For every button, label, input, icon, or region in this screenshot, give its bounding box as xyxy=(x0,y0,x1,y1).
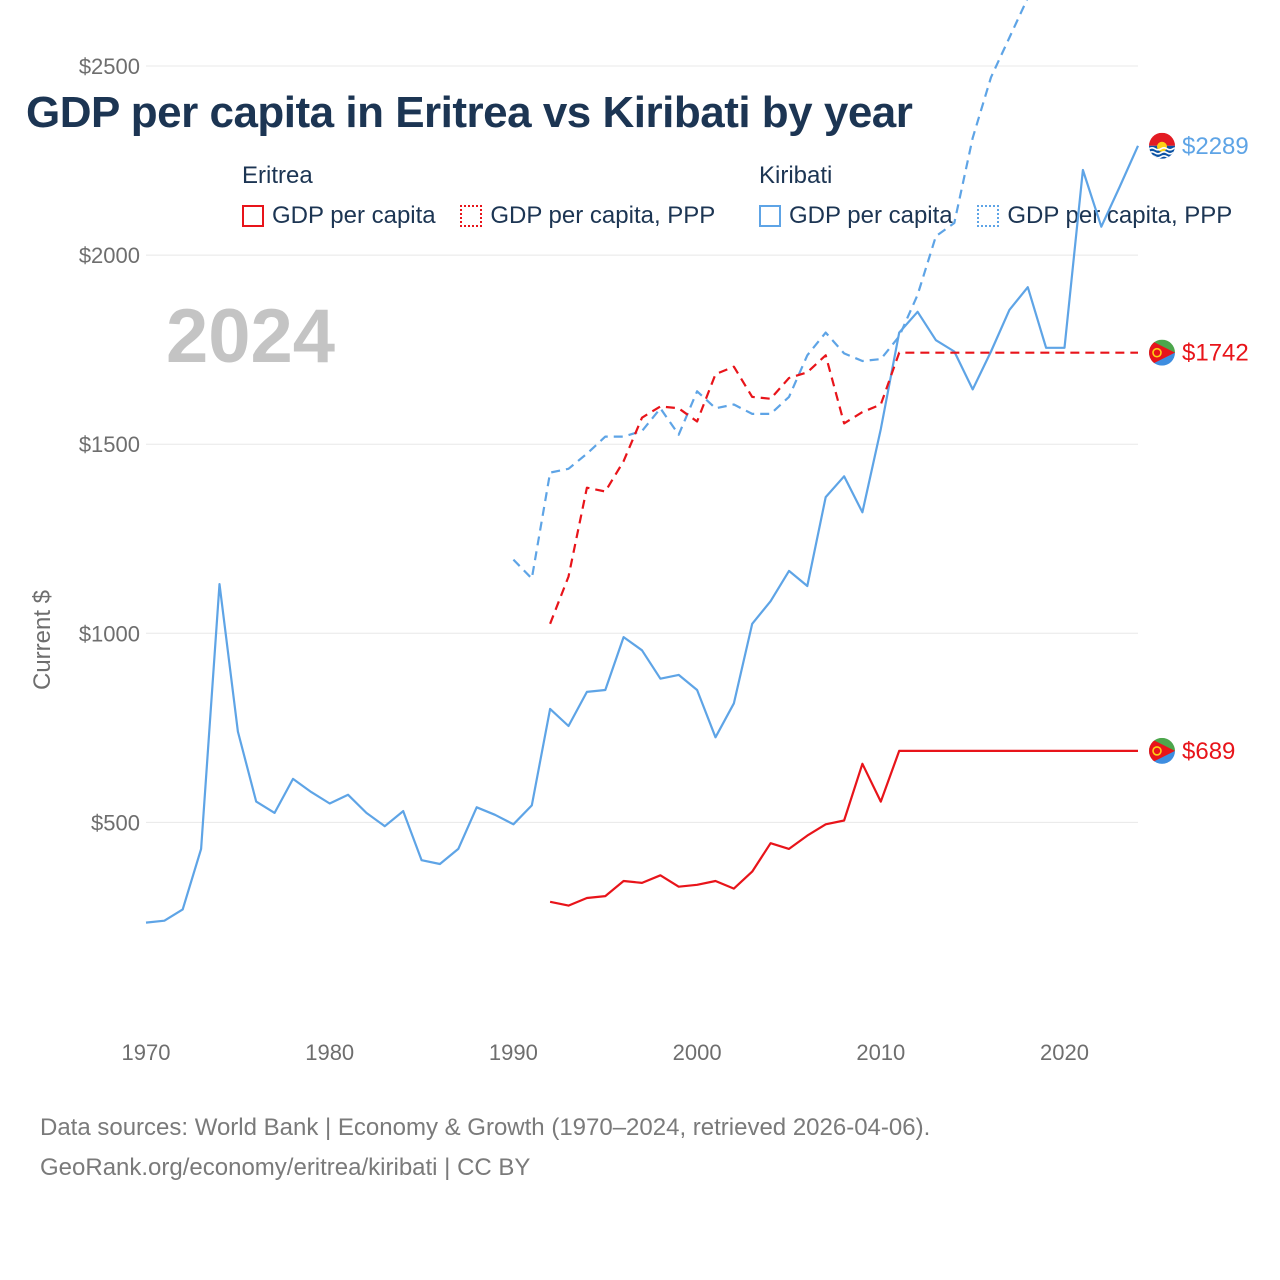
series-line-kiribati_ppp[interactable] xyxy=(512,0,1138,580)
legend-eritrea-ppp[interactable]: GDP per capita, PPP xyxy=(460,202,715,230)
x-tick-label: 2020 xyxy=(1040,1040,1089,1065)
y-tick-label: $2500 xyxy=(79,54,140,79)
legend-swatch-kiribati-gdp xyxy=(759,205,781,227)
legend-kiribati-ppp-label: GDP per capita, PPP xyxy=(1007,202,1233,229)
legend-swatch-eritrea-ppp xyxy=(460,205,483,227)
x-axis-ticks: 1970 1980 1990 2000 2010 2020 xyxy=(122,1040,1089,1065)
chart-title: GDP per capita in Eritrea vs Kiribati by… xyxy=(26,88,913,137)
legend-eritrea-name: Eritrea xyxy=(242,162,313,189)
y-axis-ticks: $500$1000$1500$2000$2500$3000$3500 xyxy=(79,54,140,835)
x-tick-label: 1990 xyxy=(489,1040,538,1065)
series-line-eritrea_ppp[interactable] xyxy=(549,351,1138,625)
legend-eritrea: Eritrea GDP per capita GDP per capita, P… xyxy=(242,162,733,234)
x-tick-label: 1970 xyxy=(122,1040,171,1065)
legend-kiribati-gdp-label: GDP per capita xyxy=(789,202,953,229)
footer-sources: Data sources: World Bank | Economy & Gro… xyxy=(40,1114,931,1141)
flag-icon-eritrea xyxy=(1149,339,1175,366)
y-tick-label: $500 xyxy=(91,810,140,835)
footer-credit: GeoRank.org/economy/eritrea/kiribati | C… xyxy=(40,1154,531,1181)
year-watermark: 2024 xyxy=(166,294,335,379)
flag-icon-kiribati xyxy=(1149,132,1175,159)
series-lines xyxy=(145,0,1140,924)
y-tick-label: $1000 xyxy=(79,621,140,646)
series-line-eritrea_gdp[interactable] xyxy=(549,749,1138,907)
y-axis-label: Current $ xyxy=(29,590,56,690)
x-tick-label: 1980 xyxy=(305,1040,354,1065)
legend-kiribati-ppp[interactable]: GDP per capita, PPP xyxy=(977,202,1232,230)
legend-eritrea-ppp-label: GDP per capita, PPP xyxy=(490,202,716,229)
end-label-kiribati_gdp: $2289 xyxy=(1182,133,1249,160)
x-tick-label: 2000 xyxy=(673,1040,722,1065)
end-label-eritrea_ppp: $1742 xyxy=(1182,340,1249,367)
legend-eritrea-gdp[interactable]: GDP per capita xyxy=(242,202,436,230)
end-labels: $3702$2289$1742$689 xyxy=(1149,132,1249,765)
legend-kiribati-name: Kiribati xyxy=(759,162,833,189)
legend-kiribati: Kiribati GDP per capita GDP per capita, … xyxy=(759,162,1232,234)
footer: Data sources: World Bank | Economy & Gro… xyxy=(40,1108,930,1188)
end-label-eritrea_gdp: $689 xyxy=(1182,738,1235,765)
flag-icon-eritrea xyxy=(1149,737,1175,764)
legend-swatch-kiribati-ppp xyxy=(977,205,1000,227)
legend-swatch-eritrea-gdp xyxy=(242,205,264,227)
x-tick-label: 2010 xyxy=(856,1040,905,1065)
y-tick-label: $2000 xyxy=(79,243,140,268)
grid-lines xyxy=(146,65,1138,823)
series-line-kiribati_gdp[interactable] xyxy=(145,145,1140,924)
y-tick-label: $1500 xyxy=(79,432,140,457)
legend-eritrea-gdp-label: GDP per capita xyxy=(272,202,436,229)
legend-kiribati-gdp[interactable]: GDP per capita xyxy=(759,202,953,230)
